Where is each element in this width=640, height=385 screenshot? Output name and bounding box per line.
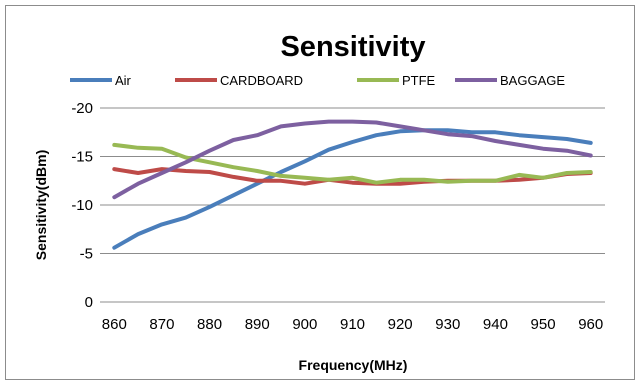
legend: Air CARDBOARD PTFE BAGGAGE bbox=[70, 73, 565, 88]
x-tick-label: 920 bbox=[388, 316, 413, 333]
x-axis-ticks: 860 870 880 890 900 910 920 930 940 950 960 bbox=[102, 316, 603, 333]
y-tick-label: -10 bbox=[71, 197, 93, 214]
legend-label: PTFE bbox=[402, 73, 436, 88]
chart-area bbox=[5, 5, 635, 380]
chart-title: Sensitivity bbox=[280, 31, 425, 63]
series-line-baggage bbox=[112, 119, 593, 200]
y-tick-label: -15 bbox=[71, 149, 93, 166]
series-line-air bbox=[112, 128, 593, 250]
y-tick-label: -5 bbox=[80, 246, 93, 263]
x-tick-label: 860 bbox=[102, 316, 127, 333]
x-axis-title: Frequency(MHz) bbox=[299, 357, 408, 373]
y-axis-title: Sensitivity(dBm) bbox=[33, 150, 49, 260]
x-tick-label: 870 bbox=[149, 316, 174, 333]
x-tick-label: 880 bbox=[197, 316, 222, 333]
gridlines bbox=[100, 107, 605, 254]
y-axis-ticks: -20 -15 -10 -5 0 bbox=[71, 100, 93, 311]
series-line-cardboard bbox=[112, 167, 593, 186]
x-tick-label: 940 bbox=[483, 316, 508, 333]
x-tick-label: 950 bbox=[531, 316, 556, 333]
x-tick-label: 960 bbox=[578, 316, 603, 333]
x-tick-label: 930 bbox=[435, 316, 460, 333]
x-tick-label: 900 bbox=[292, 316, 317, 333]
legend-label: Air bbox=[115, 73, 132, 88]
x-tick-label: 890 bbox=[245, 316, 270, 333]
y-tick-label: -20 bbox=[71, 100, 93, 117]
legend-label: CARDBOARD bbox=[220, 73, 303, 88]
y-tick-label: 0 bbox=[85, 294, 93, 311]
legend-label: BAGGAGE bbox=[500, 73, 565, 88]
series-lines bbox=[112, 119, 593, 250]
x-tick-label: 910 bbox=[340, 316, 365, 333]
